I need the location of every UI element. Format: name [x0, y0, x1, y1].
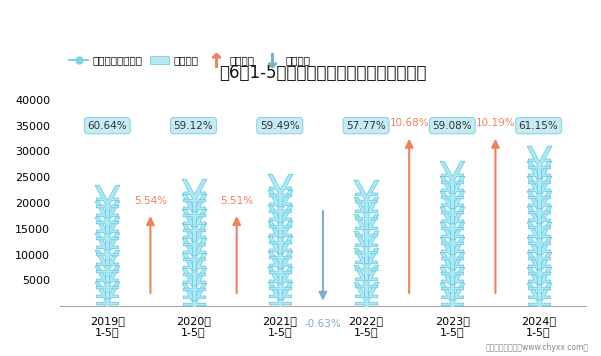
Point	[189, 222, 198, 227]
Point	[189, 251, 198, 257]
Point	[361, 193, 371, 199]
Point	[103, 214, 112, 220]
Point	[534, 265, 543, 271]
Point	[448, 250, 457, 256]
Text: 10.19%: 10.19%	[475, 118, 515, 128]
Text: 制图：智研咨询（www.chyxx.com）: 制图：智研咨询（www.chyxx.com）	[486, 344, 589, 352]
Point	[448, 265, 457, 271]
Text: 59.49%: 59.49%	[260, 121, 300, 131]
Point	[534, 281, 543, 286]
Text: 60.64%: 60.64%	[88, 121, 127, 131]
Point	[448, 220, 457, 225]
Text: -0.63%: -0.63%	[305, 319, 341, 329]
Point	[275, 280, 285, 286]
Point	[103, 279, 112, 285]
Point	[189, 296, 198, 302]
Point	[448, 205, 457, 210]
Point	[361, 227, 371, 233]
Point	[361, 210, 371, 216]
Point	[534, 174, 543, 180]
Point	[275, 265, 285, 270]
Text: 5.51%: 5.51%	[220, 195, 253, 205]
Point	[189, 266, 198, 272]
Point	[361, 261, 371, 267]
Point	[103, 295, 112, 301]
Point	[448, 189, 457, 195]
Point	[189, 207, 198, 213]
Text: 59.12%: 59.12%	[174, 121, 213, 131]
Point	[448, 174, 457, 180]
Point	[103, 263, 112, 268]
Point	[275, 295, 285, 301]
Point	[189, 192, 198, 198]
Point	[103, 247, 112, 252]
Point	[534, 250, 543, 256]
Point	[275, 187, 285, 193]
Point	[534, 159, 543, 164]
Point	[361, 278, 371, 283]
Text: 5.54%: 5.54%	[134, 195, 167, 205]
Point	[361, 244, 371, 250]
Point	[448, 235, 457, 241]
Point	[103, 198, 112, 204]
Point	[275, 249, 285, 255]
Point	[534, 235, 543, 241]
Point	[189, 281, 198, 287]
Point	[361, 295, 371, 300]
Point	[275, 234, 285, 239]
Point	[534, 296, 543, 302]
Point	[534, 204, 543, 210]
Point	[448, 281, 457, 286]
Point	[103, 230, 112, 236]
Point	[275, 218, 285, 224]
Point	[448, 296, 457, 302]
Text: 10.68%: 10.68%	[389, 118, 429, 128]
Point	[189, 236, 198, 242]
Text: 61.15%: 61.15%	[519, 121, 558, 131]
Text: 57.77%: 57.77%	[346, 121, 386, 131]
Text: 59.08%: 59.08%	[433, 121, 472, 131]
Point	[275, 203, 285, 208]
Title: 近6年1-5月全国累计原保险保费收入统计图: 近6年1-5月全国累计原保险保费收入统计图	[219, 64, 427, 83]
Point	[534, 189, 543, 195]
Point	[534, 220, 543, 225]
Legend: 累计保费（亿元）, 寿险占比, 同比增加, 同比减少: 累计保费（亿元）, 寿险占比, 同比增加, 同比减少	[65, 51, 315, 70]
